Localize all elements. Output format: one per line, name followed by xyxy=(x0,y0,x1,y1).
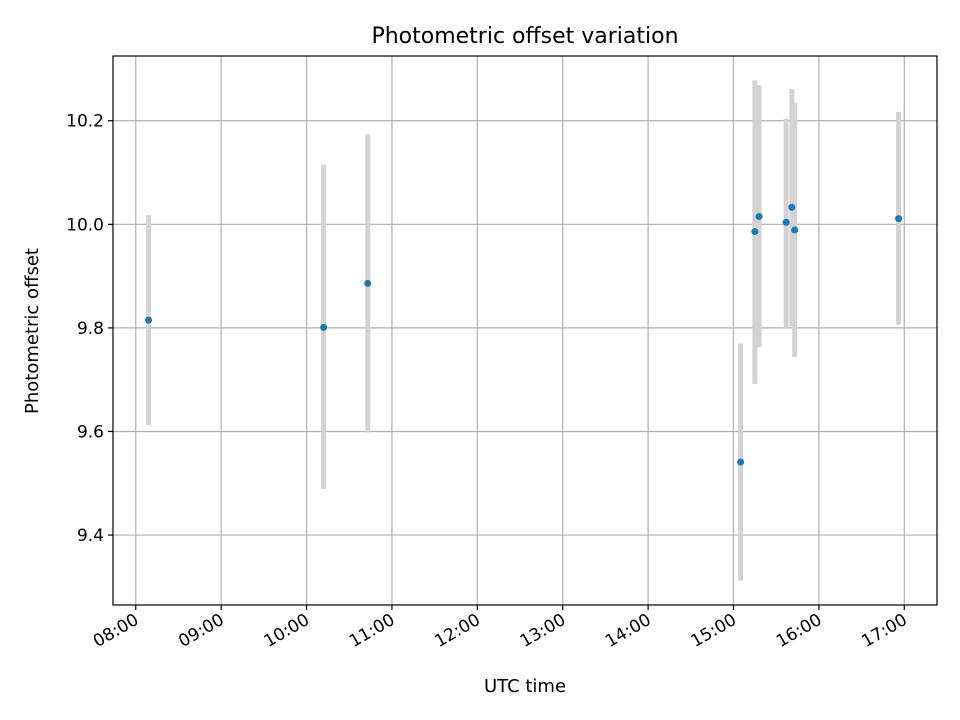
x-tick-label: 17:00 xyxy=(858,610,910,652)
x-axis-label: UTC time xyxy=(484,676,566,697)
data-points xyxy=(145,203,903,466)
grid xyxy=(113,56,937,605)
x-tick-label: 09:00 xyxy=(175,610,227,652)
data-point xyxy=(751,228,759,236)
y-axis: 9.4 9.6 9.8 10.0 10.2 xyxy=(66,112,113,546)
x-tick-label: 08:00 xyxy=(90,610,142,652)
data-point xyxy=(755,213,763,221)
error-bars xyxy=(146,80,902,581)
x-tick-label: 14:00 xyxy=(602,610,654,652)
data-point xyxy=(782,218,790,226)
data-point xyxy=(895,215,903,223)
data-point xyxy=(737,458,745,466)
x-tick-label: 15:00 xyxy=(688,610,740,652)
data-point xyxy=(788,203,796,211)
y-tick-label: 9.8 xyxy=(77,319,104,339)
data-point xyxy=(791,226,799,234)
x-tick-label: 11:00 xyxy=(346,610,398,652)
x-tick-label: 10:00 xyxy=(261,610,313,652)
data-point xyxy=(364,279,372,287)
x-axis: 08:00 09:00 10:00 11:00 12:00 13:00 14:00 15:00… xyxy=(90,605,911,652)
x-tick-label: 13:00 xyxy=(517,610,569,652)
chart-title: Photometric offset variation xyxy=(371,24,678,49)
y-tick-label: 10.0 xyxy=(66,215,104,235)
y-tick-label: 9.4 xyxy=(77,526,104,546)
y-tick-label: 9.6 xyxy=(77,422,104,442)
x-tick-label: 12:00 xyxy=(431,610,483,652)
y-tick-label: 10.2 xyxy=(66,112,104,132)
x-tick-label: 16:00 xyxy=(773,610,825,652)
y-axis-label: Photometric offset xyxy=(22,248,43,414)
data-point xyxy=(320,323,328,331)
plot-area xyxy=(112,55,938,606)
data-point xyxy=(145,316,153,324)
